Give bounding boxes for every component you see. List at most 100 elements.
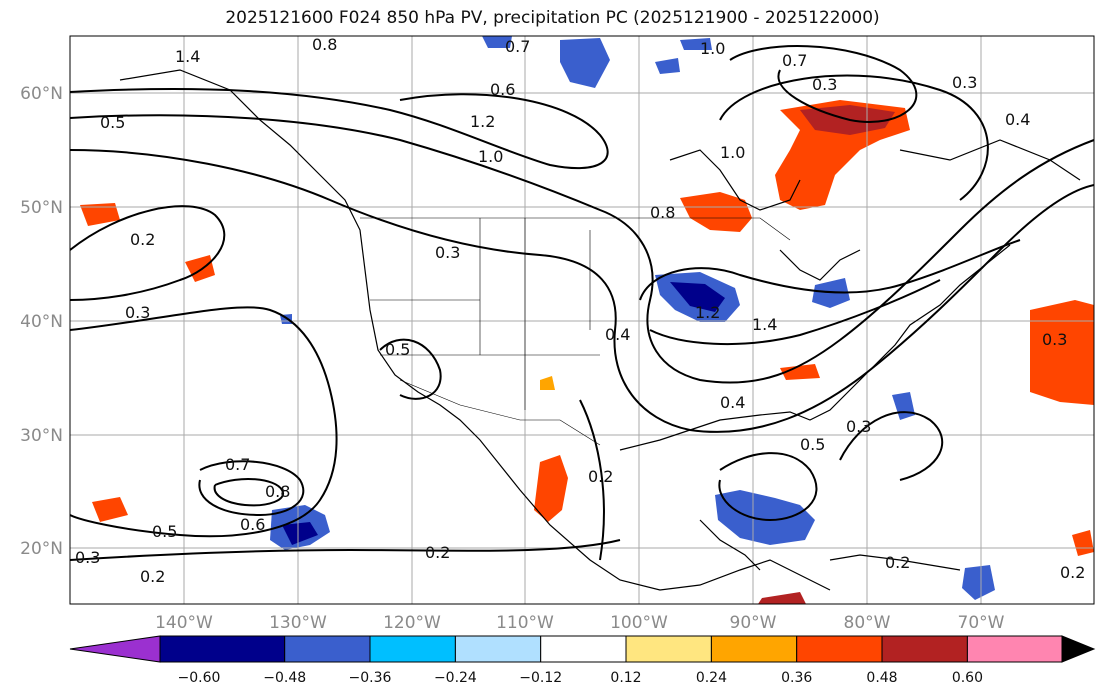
precip-patch-negative: [655, 58, 680, 74]
contour-label: 0.2: [1060, 563, 1085, 582]
contour-label: 0.3: [952, 73, 977, 92]
contour-label: 0.8: [312, 35, 337, 54]
pv-contour: [198, 460, 305, 517]
colorbar-segment: [369, 635, 456, 663]
contour-label: 0.7: [225, 455, 250, 474]
contour-label: 0.3: [846, 417, 871, 436]
pacific-coastline: [119, 69, 831, 591]
contour-label: 0.2: [588, 467, 613, 486]
pv-contour: [213, 478, 285, 507]
lat-label: 60°N: [20, 84, 63, 104]
contour-label: 1.0: [700, 39, 725, 58]
precip-patch-negative: [715, 490, 815, 545]
contour-label: 0.8: [650, 203, 675, 222]
contour-label: 1.2: [695, 303, 720, 322]
contour-label: 0.2: [425, 543, 450, 562]
pv-contour: [70, 114, 1094, 384]
pv-contour: [379, 338, 442, 400]
longitude-labels: 140°W 130°W 120°W 110°W 100°W 90°W 80°W …: [155, 613, 1005, 633]
contour-label: 0.8: [265, 482, 290, 501]
contour-labels: 1.4 0.8 0.7 1.0 0.6 0.5 1.2 1.0 0.2 0.3 …: [75, 35, 1085, 586]
pv-contours: [70, 45, 1094, 561]
contour-label: 0.5: [800, 435, 825, 454]
colorbar-tick-label: −0.12: [519, 670, 562, 686]
pv-contour: [70, 88, 609, 170]
colorbar-segment: [159, 635, 286, 663]
contour-label: 0.5: [385, 340, 410, 359]
pv-contour: [579, 399, 605, 561]
precip-patch-positive: [80, 203, 120, 226]
contour-label: 1.0: [720, 143, 745, 162]
contour-label: 0.5: [100, 113, 125, 132]
pv-contour: [649, 279, 941, 346]
colorbar-segment: [625, 635, 712, 663]
precip-patch-strong: [758, 592, 806, 604]
contour-label: 0.7: [505, 37, 530, 56]
pv-contour: [70, 149, 1094, 433]
precip-patch-positive: [534, 455, 568, 522]
precip-patch-positive: [1072, 530, 1094, 556]
colorbar-segment: [284, 635, 371, 663]
pv-contour: [70, 205, 226, 301]
lon-label: 110°W: [496, 613, 554, 633]
lat-label: 50°N: [20, 198, 63, 218]
colorbar-tick-labels: −0.60 −0.48 −0.36 −0.24 −0.12 0.12 0.24 …: [178, 670, 983, 686]
contour-label: 1.2: [470, 112, 495, 131]
colorbar-segment: [881, 635, 968, 663]
colorbar-segment: [454, 635, 542, 663]
caribbean-islands: [829, 554, 961, 571]
colorbar-tick-label: 0.24: [696, 670, 727, 686]
hudson-bay-coast: [669, 149, 801, 211]
latitude-labels: 60°N 50°N 40°N 30°N 20°N: [20, 84, 63, 559]
colorbar-tick-label: −0.60: [178, 670, 221, 686]
contour-label: 0.7: [782, 51, 807, 70]
contour-label: 1.4: [175, 47, 200, 66]
contour-label: 0.3: [1042, 330, 1067, 349]
pv-contour: [718, 452, 818, 522]
precip-patch-strong-negative: [670, 282, 725, 312]
map-frame: [69, 35, 1095, 605]
precip-patch-positive: [1030, 300, 1094, 405]
coastlines: [119, 69, 1081, 591]
precip-patch-strong-negative: [282, 522, 318, 545]
us-canada-border: [360, 217, 791, 241]
colorbar-segment: [540, 635, 627, 663]
pv-contour: [70, 539, 621, 561]
yucatan-coast: [699, 519, 761, 571]
colorbar-tick-label: −0.48: [263, 670, 306, 686]
precip-patch-negative: [560, 38, 610, 88]
precip-patch-light: [540, 376, 555, 390]
colorbar-segment: [710, 635, 798, 663]
contour-label: 0.3: [812, 75, 837, 94]
lon-label: 140°W: [155, 613, 213, 633]
precip-patch-negative: [482, 36, 512, 48]
colorbar: [69, 635, 1096, 663]
state-borders: [370, 218, 600, 410]
colorbar-tick-label: 0.48: [866, 670, 897, 686]
contour-label: 0.3: [435, 243, 460, 262]
chart-title: 2025121600 F024 850 hPa PV, precipitatio…: [225, 8, 880, 28]
colorbar-segment: [966, 635, 1063, 663]
lat-label: 40°N: [20, 312, 63, 332]
contour-label: 0.2: [140, 567, 165, 586]
colorbar-tick-label: 0.12: [610, 670, 641, 686]
colorbar-tick-label: −0.36: [349, 670, 392, 686]
us-mexico-border: [399, 379, 601, 446]
contour-label: 0.4: [605, 325, 630, 344]
precip-patch-positive: [780, 364, 820, 380]
contour-label: 0.4: [1005, 110, 1030, 129]
pv-contour: [839, 411, 944, 481]
colorbar-segment: [796, 635, 883, 663]
lon-label: 100°W: [610, 613, 668, 633]
colorbar-extend-high: [1061, 635, 1096, 663]
precip-patch-positive: [92, 497, 128, 522]
pv-contour: [70, 306, 338, 538]
lon-label: 80°W: [844, 613, 891, 633]
contour-label: 0.4: [720, 393, 745, 412]
contour-label: 0.3: [125, 303, 150, 322]
precip-shading: [80, 36, 1094, 604]
contour-label: 0.6: [490, 80, 515, 99]
lon-label: 130°W: [269, 613, 327, 633]
colorbar-extend-low: [69, 635, 161, 663]
